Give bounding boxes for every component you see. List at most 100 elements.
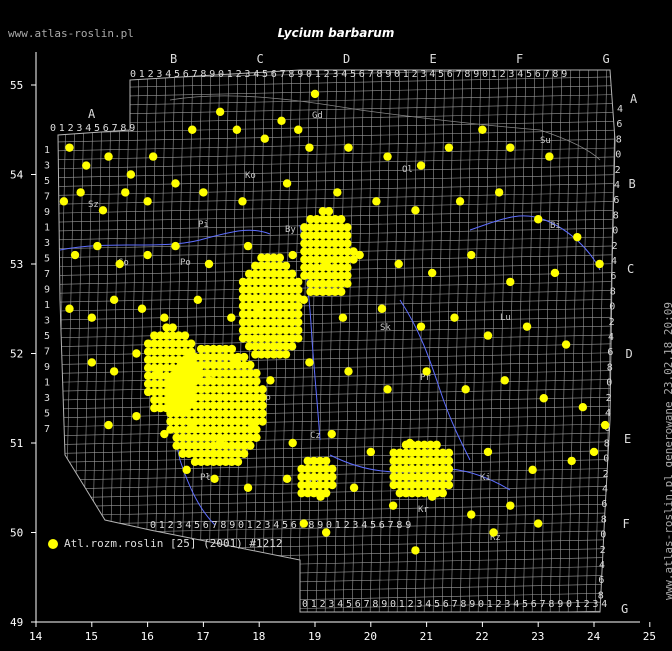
grid-digit: 9 [229,520,235,531]
occurrence-point [238,277,248,287]
grid-digit: 8 [464,69,470,80]
occurrence-point [180,347,190,356]
occurrence-point [426,440,435,449]
occurrence-point [426,456,435,466]
occurrence-point [252,433,261,442]
occurrence-point [221,417,230,426]
occurrence-point [432,448,441,458]
occurrence-point [76,188,85,197]
occurrence-point [215,425,224,434]
occurrence-point [162,331,171,340]
occurrence-point [330,287,340,296]
grid-digit: 9 [44,285,50,296]
occurrence-point [246,433,255,442]
occurrence-point [162,403,171,413]
occurrence-point [306,287,315,296]
grid-digit: 1 [59,123,65,134]
occurrence-point [221,449,230,458]
occurrence-point [343,271,352,280]
grid-digit: 5 [44,176,50,187]
grid-digit: 7 [456,69,462,80]
occurrence-point [275,317,285,327]
occurrence-point [215,433,224,442]
occurrence-point [343,247,352,256]
occurrence-point [150,403,159,413]
grid-digit: 8 [220,520,226,531]
occurrence-point [160,429,169,439]
occurrence-point [318,215,328,224]
occurrence-point [281,261,291,270]
occurrence-point [330,263,340,272]
occurrence-point [432,464,441,474]
occurrence-point [287,342,297,351]
grid-digit: 2 [603,469,609,480]
grid-line [58,334,615,348]
occurrence-point [109,295,119,304]
grid-digit: 2 [344,520,350,531]
occurrence-point [287,293,297,303]
occurrence-point [180,339,190,348]
occurrence-point [411,546,420,555]
occurrence-point [215,344,224,354]
occurrence-point [324,279,334,288]
occurrence-point [269,326,278,335]
zone-letter-right: D [626,347,633,361]
occurrence-point [282,474,292,483]
occurrence-point [294,293,303,303]
occurrence-point [324,271,334,280]
grid-digit: 0 [603,454,609,465]
grid-digit: 9 [317,520,323,531]
occurrence-point [87,358,97,367]
zone-letter-top: G [603,52,610,66]
occurrence-point [196,441,206,450]
occurrence-point [330,223,340,232]
occurrence-point [156,355,165,364]
grid-line [58,450,615,463]
occurrence-point [190,457,200,466]
occurrence-point [306,263,315,272]
occurrence-point [306,247,315,256]
grid-line [189,70,203,612]
site-label[interactable]: www.atlas-roslin.pl [8,27,134,40]
occurrence-point [251,309,260,319]
occurrence-point [288,438,297,448]
grid-digit: 1 [139,69,145,80]
occurrence-point [321,528,331,537]
occurrence-point [263,285,272,295]
occurrence-point [539,394,548,403]
occurrence-point [233,433,243,442]
occurrence-point [337,287,346,296]
occurrence-point [199,188,208,197]
occurrence-point [257,309,266,319]
occurrence-point [227,401,237,410]
grid-line [513,70,527,612]
grid-digit: 2 [68,123,74,134]
occurrence-point [306,231,315,240]
grid-digit: 7 [44,269,50,280]
grid-line [423,70,437,612]
grid-digit: 0 [478,599,484,610]
occurrence-point [281,317,291,327]
occurrence-point [227,417,237,426]
occurrence-point [215,360,224,370]
occurrence-point [287,285,297,295]
occurrence-point [172,433,181,442]
occurrence-point [337,271,346,280]
occurrence-point [252,401,261,410]
occurrence-point [401,440,411,449]
occurrence-point [209,425,218,434]
occurrence-point [257,301,266,311]
grid-digit: 3 [176,520,182,531]
occurrence-point [156,387,165,397]
occurrence-point [233,360,243,370]
occurrence-point [328,472,337,482]
grid-digit: 8 [607,362,613,373]
occurrence-point [143,387,153,397]
occurrence-point [567,456,576,466]
occurrence-point [269,269,278,279]
occurrence-point [294,317,303,327]
grid-line [58,316,615,330]
occurrence-point [184,433,194,442]
occurrence-point [263,277,272,287]
occurrence-point [444,448,454,458]
